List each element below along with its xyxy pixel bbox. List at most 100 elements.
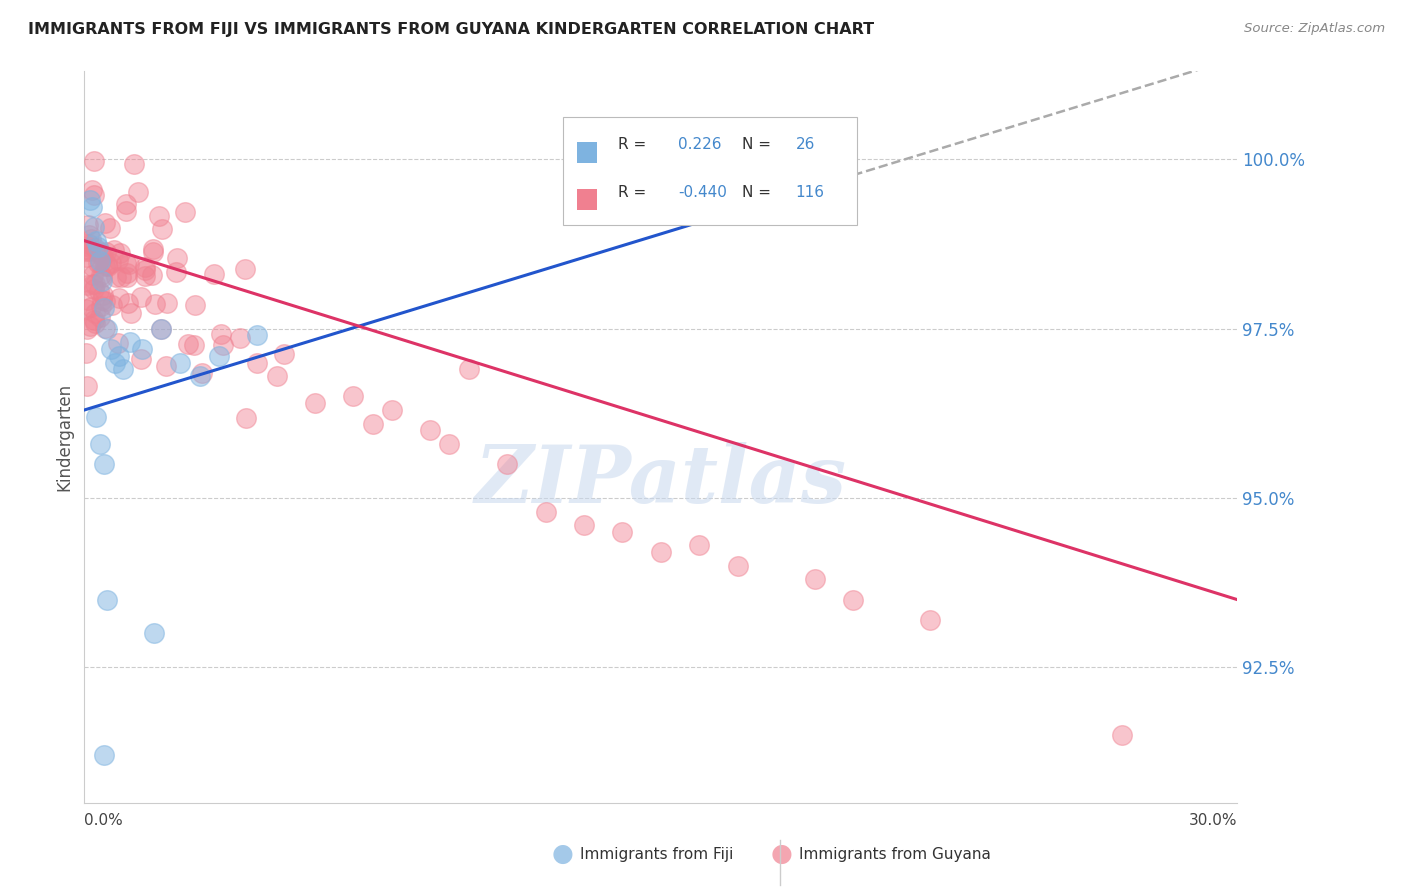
Point xyxy=(89,244,111,259)
Point xyxy=(93,301,115,316)
Point xyxy=(129,352,152,367)
Point xyxy=(100,342,122,356)
Point xyxy=(77,236,100,251)
Text: -0.440: -0.440 xyxy=(678,185,727,200)
Text: N =: N = xyxy=(741,185,770,200)
Point xyxy=(97,259,120,273)
Text: N =: N = xyxy=(741,137,770,152)
Text: 116: 116 xyxy=(796,185,825,200)
Point xyxy=(246,328,269,343)
Point xyxy=(688,538,710,552)
Point xyxy=(166,251,188,265)
Point xyxy=(439,437,461,451)
Point xyxy=(191,366,214,380)
Point xyxy=(80,200,103,214)
Point xyxy=(76,379,98,393)
Point xyxy=(165,265,187,279)
Point xyxy=(208,349,231,363)
Point xyxy=(107,252,129,267)
Point xyxy=(142,626,165,640)
Point xyxy=(76,238,98,252)
Point xyxy=(150,322,173,336)
Point xyxy=(87,284,110,298)
Point xyxy=(143,297,166,311)
Point xyxy=(90,268,112,282)
FancyBboxPatch shape xyxy=(576,142,598,163)
Point xyxy=(91,288,114,302)
Point xyxy=(77,293,100,307)
Point xyxy=(184,298,207,312)
Point xyxy=(76,243,98,257)
Point xyxy=(727,558,749,573)
Text: ●: ● xyxy=(770,842,793,866)
Point xyxy=(266,369,288,384)
Point xyxy=(87,256,110,270)
Text: 0.0%: 0.0% xyxy=(84,813,124,828)
Point xyxy=(84,409,107,424)
Point xyxy=(183,338,205,352)
Point xyxy=(134,268,156,283)
Point xyxy=(142,245,165,260)
Point xyxy=(93,748,115,763)
Y-axis label: Kindergarten: Kindergarten xyxy=(55,383,73,491)
Text: Immigrants from Guyana: Immigrants from Guyana xyxy=(799,847,991,862)
Point xyxy=(89,255,111,269)
Point xyxy=(77,227,100,242)
Point xyxy=(246,355,269,369)
Point xyxy=(82,259,104,273)
Point xyxy=(87,240,110,254)
Point xyxy=(155,359,177,373)
Point xyxy=(141,268,163,282)
Point xyxy=(83,313,105,327)
Point xyxy=(115,203,138,218)
Point xyxy=(110,245,132,260)
Point xyxy=(83,154,105,169)
Point xyxy=(76,278,98,293)
Point xyxy=(104,269,127,284)
Point xyxy=(211,327,233,342)
Point xyxy=(84,234,107,248)
Point xyxy=(156,296,179,310)
Point xyxy=(235,262,257,277)
Point xyxy=(83,306,105,320)
Point xyxy=(117,270,139,285)
Point xyxy=(803,572,825,586)
Point xyxy=(82,183,104,197)
Point xyxy=(1111,728,1133,742)
Point xyxy=(76,301,98,316)
Text: R =: R = xyxy=(619,137,647,152)
Point xyxy=(150,222,173,236)
Point xyxy=(235,410,257,425)
Point xyxy=(82,277,104,291)
Point xyxy=(108,349,131,363)
Point xyxy=(94,320,117,334)
Point xyxy=(142,242,165,256)
Point xyxy=(842,592,865,607)
Text: 26: 26 xyxy=(796,137,815,152)
Point xyxy=(75,244,97,258)
Point xyxy=(918,613,941,627)
Point xyxy=(91,249,114,263)
Point xyxy=(342,389,364,403)
Point xyxy=(134,260,156,275)
Point xyxy=(129,290,152,304)
Point xyxy=(93,457,115,471)
Point xyxy=(96,592,118,607)
Point xyxy=(120,335,142,350)
Point xyxy=(273,347,295,361)
Point xyxy=(149,321,172,335)
Point xyxy=(96,322,118,336)
Point xyxy=(650,545,672,559)
Point xyxy=(96,258,118,272)
Point xyxy=(572,518,595,533)
Point xyxy=(174,204,197,219)
Point xyxy=(229,330,252,344)
Text: 30.0%: 30.0% xyxy=(1189,813,1237,828)
Point xyxy=(177,337,200,351)
Point xyxy=(93,294,115,309)
Point xyxy=(90,269,112,284)
Point xyxy=(457,362,479,376)
Point xyxy=(82,268,104,283)
Point xyxy=(75,345,97,359)
Point xyxy=(91,250,114,264)
